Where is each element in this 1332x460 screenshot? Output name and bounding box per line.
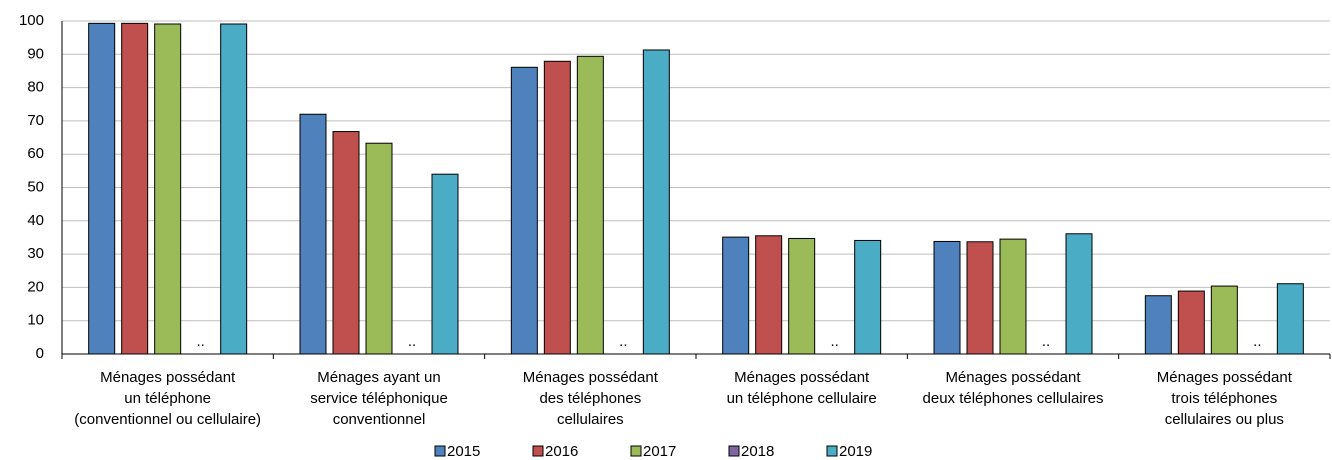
- x-tick-label: Ménages possédant: [1157, 369, 1293, 386]
- legend-swatch: [434, 445, 446, 457]
- bar: [220, 23, 248, 355]
- value-label: ..: [619, 333, 627, 350]
- bar: [365, 142, 393, 355]
- bar: [642, 49, 670, 355]
- x-tick-label: Ménages possédant: [734, 369, 870, 386]
- x-tick-label: cellulaires ou plus: [1165, 411, 1284, 428]
- x-tick-label: Ménages possédant: [100, 369, 236, 386]
- x-tick-label: un téléphone: [124, 390, 211, 407]
- y-tick-label: 90: [27, 45, 44, 62]
- y-tick-label: 30: [27, 245, 44, 262]
- bar: [299, 113, 327, 355]
- bar: [154, 23, 182, 355]
- x-tick-label: Ménages ayant un: [317, 369, 440, 386]
- y-tick-label: 70: [27, 112, 44, 129]
- bar: [1144, 295, 1172, 355]
- bar: [933, 240, 961, 355]
- bar: [431, 173, 459, 355]
- x-tick-label: (conventionnel ou cellulaire): [74, 411, 261, 428]
- x-tick-label: service téléphonique: [310, 390, 448, 407]
- x-tick-label: cellulaires: [557, 411, 624, 428]
- bar: [755, 235, 783, 355]
- x-tick-label: Ménages possédant: [523, 369, 659, 386]
- y-tick-label: 20: [27, 278, 44, 295]
- x-tick-label: un téléphone cellulaire: [727, 390, 877, 407]
- x-tick-label: des téléphones: [539, 390, 641, 407]
- legend-label: 2015: [447, 443, 480, 460]
- bar: [854, 239, 882, 355]
- bar: [121, 22, 149, 355]
- bar: [1065, 233, 1093, 355]
- x-tick-label: trois téléphones: [1171, 390, 1277, 407]
- bar: [510, 66, 538, 355]
- legend-swatch: [728, 445, 740, 457]
- bar: [576, 55, 604, 355]
- value-label: ..: [408, 333, 416, 350]
- bar: [999, 238, 1027, 355]
- y-tick-label: 50: [27, 178, 44, 195]
- bar: [1276, 283, 1304, 355]
- bar: [88, 22, 116, 355]
- bar: [722, 236, 750, 355]
- legend-swatch: [630, 445, 642, 457]
- legend-swatch: [532, 445, 544, 457]
- value-label: ..: [196, 333, 204, 350]
- bar: [332, 131, 360, 355]
- bar: [1210, 285, 1238, 355]
- y-tick-label: 10: [27, 312, 44, 329]
- value-label: ..: [1042, 333, 1050, 350]
- legend-label: 2018: [741, 443, 774, 460]
- legend-label: 2017: [643, 443, 676, 460]
- y-tick-label: 40: [27, 212, 44, 229]
- value-label: ..: [1253, 333, 1261, 350]
- value-label: ..: [830, 333, 838, 350]
- x-tick-label: deux téléphones cellulaires: [923, 390, 1104, 407]
- legend-swatch: [826, 445, 838, 457]
- y-tick-label: 60: [27, 145, 44, 162]
- x-tick-label: Ménages possédant: [945, 369, 1081, 386]
- legend-label: 2016: [545, 443, 578, 460]
- y-tick-label: 80: [27, 79, 44, 96]
- y-tick-label: 0: [36, 345, 44, 362]
- bar: [543, 60, 571, 355]
- bar: [966, 241, 994, 355]
- legend-label: 2019: [839, 443, 872, 460]
- bar: [1177, 290, 1205, 355]
- x-tick-label: conventionnel: [333, 411, 426, 428]
- bar: [788, 237, 816, 355]
- y-tick-label: 100: [19, 12, 44, 29]
